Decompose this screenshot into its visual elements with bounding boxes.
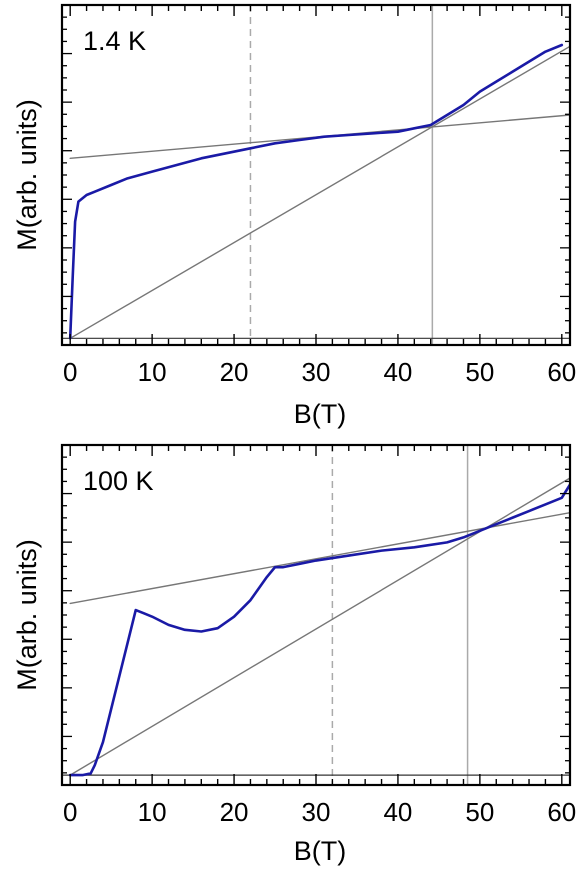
x-tick-label: 30	[302, 797, 331, 827]
x-tick-label: 40	[383, 357, 412, 387]
magnetization-curve	[68, 43, 564, 340]
y-axis-title: M(arb. units)	[12, 99, 42, 251]
x-tick-label: 60	[547, 797, 576, 827]
fit-line-2	[69, 477, 570, 776]
x-tick-label: 0	[63, 357, 77, 387]
x-tick-label: 60	[547, 357, 576, 387]
x-tick-label: 50	[465, 797, 494, 827]
y-axis-title: M(arb. units)	[12, 539, 42, 691]
x-tick-label: 0	[63, 797, 77, 827]
x-axis-title: B(T)	[294, 836, 346, 866]
x-tick-label: 50	[465, 357, 494, 387]
x-tick-label: 30	[302, 357, 331, 387]
magnetization-curve	[68, 483, 570, 777]
x-tick-label: 10	[138, 797, 167, 827]
x-tick-label: 20	[220, 797, 249, 827]
chart-panel-2: 0 10 20 30 40 50 60 B(T) M(arb. units) 100 K	[12, 443, 576, 866]
panel-temperature-label: 1.4 K	[83, 26, 146, 56]
x-axis-title: B(T)	[294, 399, 346, 429]
x-tick-label: 40	[383, 797, 412, 827]
x-tick-label: 10	[138, 357, 167, 387]
panel-temperature-label: 100 K	[83, 466, 154, 496]
chart-panel-1: 0 10 20 30 40 50 60 B(T) M(arb. units) 1.4 K	[12, 3, 576, 429]
x-tick-label: 20	[220, 357, 249, 387]
fit-line-2	[69, 45, 570, 340]
fit-line-1	[69, 511, 570, 605]
